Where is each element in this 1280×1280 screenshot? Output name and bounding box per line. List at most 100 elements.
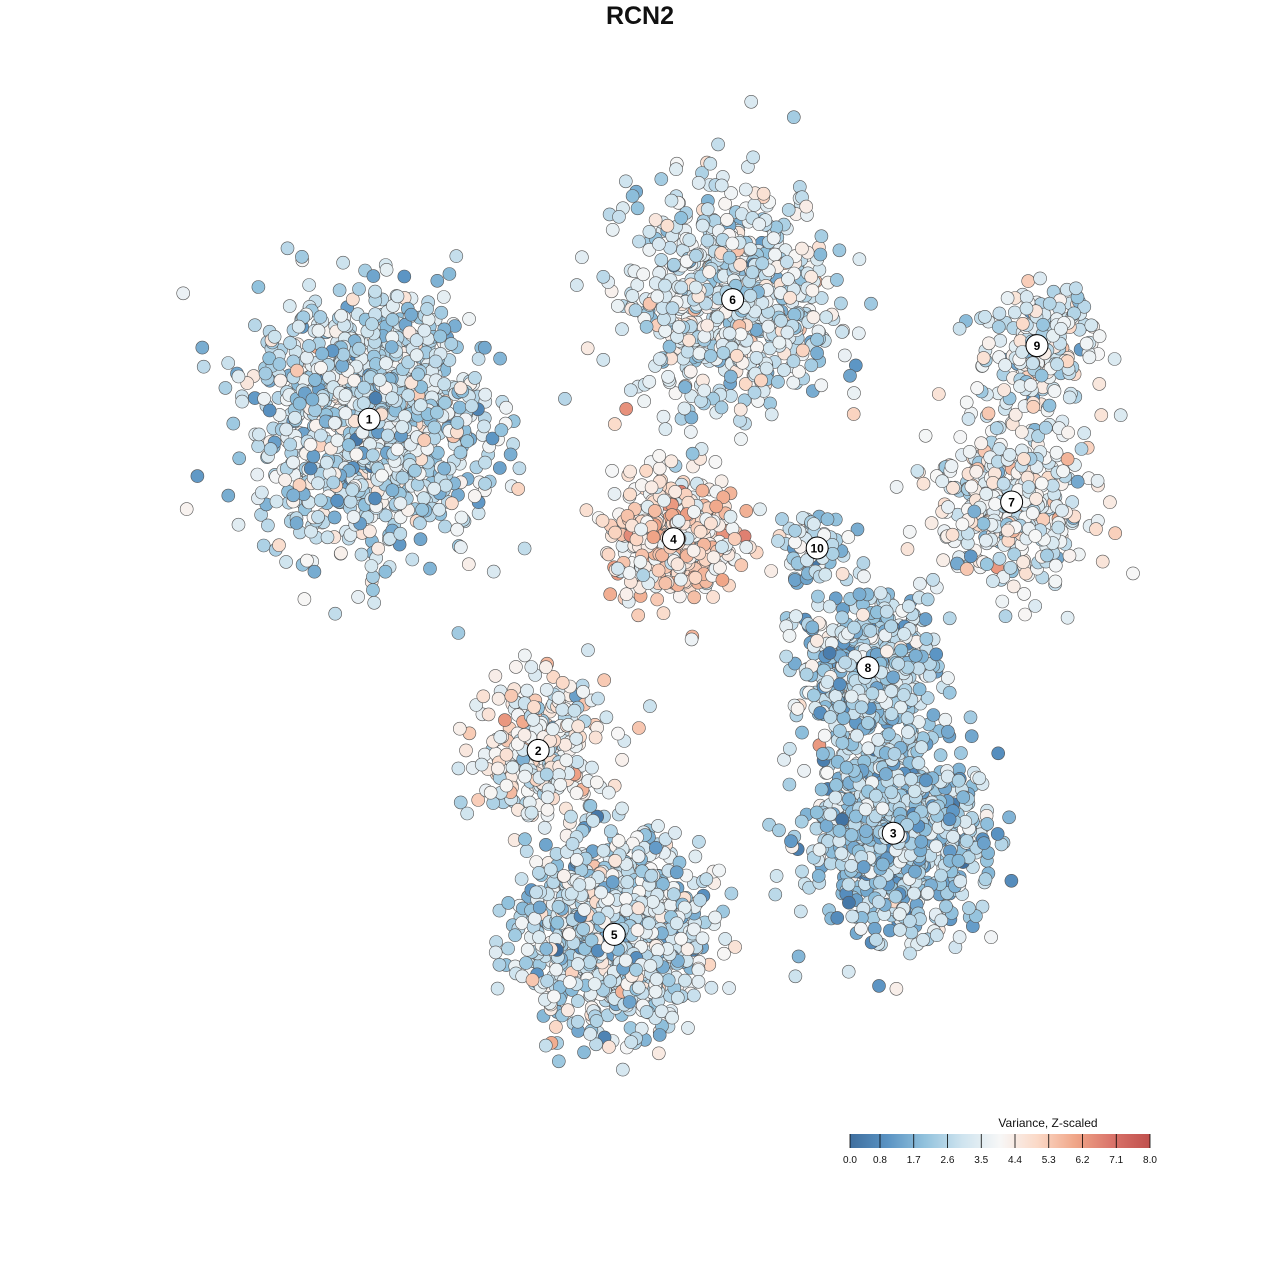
cell-point [591, 911, 606, 926]
cell-point [524, 805, 539, 820]
cell-point [564, 809, 578, 824]
cell-point [811, 869, 826, 883]
cell-point [693, 524, 708, 539]
cell-point [303, 437, 318, 452]
cell-point [345, 483, 360, 497]
cell-point [914, 834, 929, 849]
cell-point [697, 383, 712, 398]
cell-point [539, 682, 554, 697]
cell-point [875, 857, 890, 872]
cell-point [569, 786, 584, 800]
cell-point [819, 310, 834, 325]
cell-point [1016, 555, 1031, 570]
cell-point [295, 249, 309, 264]
cell-point [674, 931, 688, 946]
cell-point [828, 790, 843, 805]
cell-point [668, 484, 683, 499]
cell-point [683, 364, 698, 379]
cell-point [602, 1040, 616, 1054]
cell-point [444, 337, 459, 351]
cell-point [631, 608, 646, 623]
cell-point [368, 284, 382, 299]
cell-point [503, 447, 518, 462]
cell-point [518, 769, 532, 784]
cell-point [615, 322, 629, 337]
cell-point [954, 746, 968, 760]
cell-point [793, 904, 808, 919]
cell-point [687, 505, 701, 519]
cell-point [532, 900, 547, 915]
cell-point [1077, 426, 1091, 440]
cell-point [903, 946, 917, 961]
cell-point [892, 907, 907, 922]
cell-point [916, 932, 930, 947]
cell-point [555, 702, 570, 717]
cell-point [660, 218, 675, 233]
cell-point [787, 307, 802, 322]
cell-point [352, 282, 366, 296]
cell-point [468, 371, 482, 385]
cell-point [648, 504, 662, 518]
cell-point [788, 969, 803, 984]
cell-point [871, 895, 886, 909]
cell-point [576, 684, 590, 699]
cell-point [911, 756, 926, 770]
cell-point [352, 341, 366, 356]
cell-point [559, 753, 574, 768]
cell-point [936, 553, 951, 568]
cell-point [620, 875, 635, 889]
cell-point [809, 805, 824, 820]
cell-point [547, 989, 561, 1004]
cell-point [218, 381, 233, 395]
cell-point [630, 923, 645, 937]
cell-point [908, 864, 922, 879]
cell-point [672, 589, 687, 604]
cell-point [810, 332, 824, 347]
cell-point [551, 899, 566, 914]
cell-point [478, 476, 492, 491]
cell-point [517, 648, 532, 663]
cell-point [1060, 610, 1075, 625]
cell-point [452, 400, 467, 415]
cell-point [511, 482, 526, 496]
cell-point [643, 699, 657, 714]
cell-point [658, 576, 673, 591]
cell-point [549, 1020, 563, 1034]
cell-point [453, 445, 468, 460]
cell-point [631, 901, 646, 916]
cell-point [654, 172, 669, 186]
cell-point [864, 296, 878, 311]
cell-point [570, 1014, 585, 1029]
cell-point [428, 354, 443, 369]
cell-point [408, 463, 422, 478]
cell-point [569, 278, 584, 292]
cell-point [984, 930, 998, 945]
cell-point [991, 746, 1006, 761]
cell-point [829, 778, 844, 792]
cell-point [442, 267, 457, 281]
cell-point [715, 540, 729, 554]
cell-point [454, 510, 469, 525]
cell-point [703, 349, 718, 363]
cell-point [780, 325, 795, 340]
cell-point [972, 771, 987, 786]
cell-point [251, 280, 266, 294]
cell-point [267, 329, 282, 344]
cell-point [685, 446, 700, 461]
cell-point [478, 387, 493, 402]
cell-point [761, 319, 776, 334]
cell-point [700, 202, 715, 216]
cell-point [532, 865, 546, 880]
cell-point [834, 846, 849, 861]
cell-point [683, 425, 698, 439]
cell-point [904, 772, 919, 786]
cell-point [648, 213, 663, 227]
cell-point [712, 863, 726, 878]
cell-point [304, 524, 318, 539]
cell-point [733, 402, 748, 417]
cell-point [366, 269, 381, 283]
chart-title: RCN2 [605, 2, 675, 30]
cell-point [622, 995, 637, 1009]
cell-point [628, 303, 643, 318]
cell-point [605, 875, 620, 889]
